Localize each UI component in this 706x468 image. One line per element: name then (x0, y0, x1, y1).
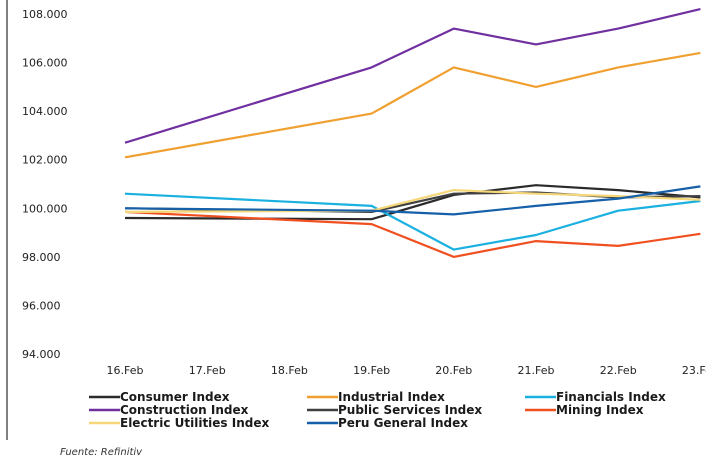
legend-label: Industrial Index (338, 390, 445, 404)
series-line (124, 51, 701, 159)
legend-label: Peru General Index (338, 416, 468, 430)
x-tick-label: 19.Feb (353, 364, 390, 377)
x-tick-label: 16.Feb (107, 364, 144, 377)
legend-label: Electric Utilities Index (120, 416, 269, 430)
x-axis-ticks: 16.Feb 17.Feb 18.Feb 19.Feb 20.Feb 21.Feb 22.F… (107, 364, 706, 377)
y-tick-label: 94.000 (22, 348, 61, 361)
x-tick-label: 21.Feb (518, 364, 555, 377)
x-tick-label: 17.Feb (189, 364, 226, 377)
legend-label: Mining Index (556, 403, 644, 417)
series-lines (124, 8, 701, 258)
y-tick-label: 108.000 (22, 8, 68, 21)
series-line (124, 8, 701, 144)
legend-label: Consumer Index (120, 390, 230, 404)
series-line (124, 192, 701, 251)
y-tick-label: 102.000 (22, 154, 68, 167)
legend-label: Public Services Index (338, 403, 482, 417)
x-tick-label: 22.Feb (600, 364, 637, 377)
series-line (124, 185, 701, 216)
x-tick-label: 18.Feb (271, 364, 308, 377)
legend: Consumer Index Industrial Index Financials… (89, 390, 666, 430)
y-tick-label: 96.000 (22, 299, 61, 312)
y-tick-label: 100.000 (22, 202, 68, 215)
y-tick-label: 98.000 (22, 251, 61, 264)
y-tick-label: 104.000 (22, 105, 68, 118)
y-axis-ticks: 94.000 96.000 98.000 100.000 102.000 104.000 1… (22, 8, 68, 361)
source-note: Fuente: Refinitiv (60, 447, 143, 458)
y-tick-label: 106.000 (22, 57, 68, 70)
legend-label: Construction Index (120, 403, 249, 417)
x-tick-label: 23.Feb (682, 364, 706, 377)
x-tick-label: 20.Feb (435, 364, 472, 377)
series-line (124, 184, 701, 221)
legend-label: Financials Index (556, 390, 666, 404)
series-line (124, 210, 701, 258)
